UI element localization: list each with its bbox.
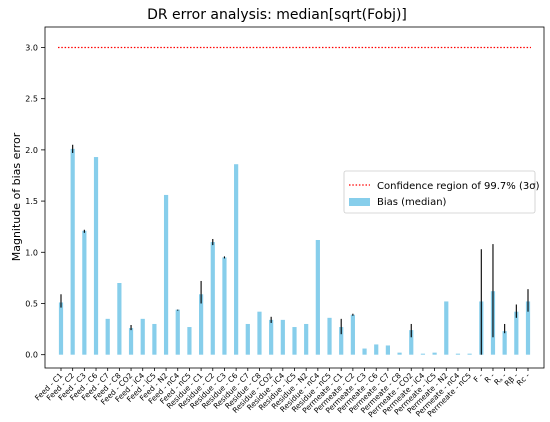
bar xyxy=(82,230,87,355)
bar xyxy=(280,319,285,355)
bar xyxy=(210,242,215,355)
bar xyxy=(187,327,192,355)
bar xyxy=(58,302,64,355)
bar xyxy=(70,148,75,355)
bar xyxy=(455,353,461,355)
bar xyxy=(234,164,239,355)
bar xyxy=(397,352,402,355)
x-tick-label: Rᴄ - xyxy=(515,371,532,388)
legend-confidence-label: Confidence region of 99.7% (3σ) xyxy=(377,181,540,192)
bar xyxy=(467,353,472,355)
bar xyxy=(420,353,426,355)
bar xyxy=(199,294,204,355)
legend-bias-swatch xyxy=(349,198,370,206)
bar xyxy=(409,330,414,355)
y-tick-label: 3.0 xyxy=(25,43,38,52)
bar xyxy=(140,318,145,355)
y-axis-label: Magnitude of bias error xyxy=(10,132,23,261)
bar xyxy=(105,318,110,355)
bar xyxy=(269,319,274,355)
bar xyxy=(350,314,355,355)
bar xyxy=(362,348,367,355)
bar xyxy=(257,311,262,355)
bar xyxy=(245,323,250,355)
bar xyxy=(175,309,180,355)
y-tick-label: 1.5 xyxy=(25,197,38,206)
plot-frame xyxy=(44,26,545,369)
bar xyxy=(222,257,227,355)
y-tick-label: 0.0 xyxy=(25,351,38,360)
y-tick-label: 1.0 xyxy=(25,248,38,257)
bar xyxy=(339,327,344,355)
bar xyxy=(304,323,309,355)
y-tick-label: 2.5 xyxy=(25,95,38,104)
bar xyxy=(374,344,379,355)
bar xyxy=(128,328,134,355)
legend-bias-label: Bias (median) xyxy=(377,197,447,208)
bar xyxy=(525,301,531,355)
bar xyxy=(315,239,320,355)
legend: Confidence region of 99.7% (3σ) Bias (me… xyxy=(343,170,540,214)
y-tick-label: 2.0 xyxy=(25,146,38,155)
bar xyxy=(432,352,437,355)
bar xyxy=(514,311,519,355)
legend-box xyxy=(343,170,536,214)
bar xyxy=(292,327,297,355)
bar xyxy=(444,301,449,355)
bar xyxy=(327,317,332,355)
bar xyxy=(152,323,157,355)
bar xyxy=(385,345,390,355)
bar xyxy=(502,331,507,355)
bar xyxy=(93,157,99,355)
bar xyxy=(117,283,122,355)
chart-title: DR error analysis: median[sqrt(Fobj)] xyxy=(147,7,407,23)
bar xyxy=(163,194,169,355)
y-tick-label: 0.5 xyxy=(25,299,38,308)
